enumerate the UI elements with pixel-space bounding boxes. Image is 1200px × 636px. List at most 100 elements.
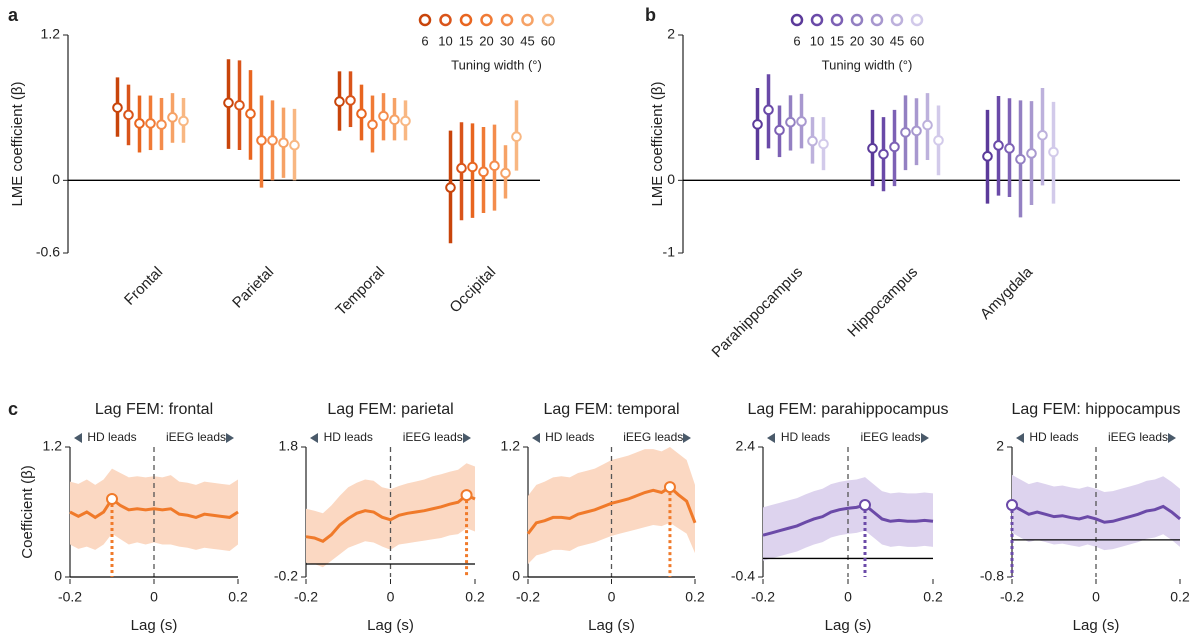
chart-title: Lag FEM: temporal <box>543 401 679 418</box>
legend-swatch <box>439 13 452 27</box>
legend-title: Tuning width (°) <box>822 57 913 72</box>
x-tick-label: 0.2 <box>923 589 943 605</box>
legend-label: 45 <box>890 33 904 48</box>
y-tick-label: 0 <box>54 568 62 584</box>
legend-label: 10 <box>810 33 824 48</box>
point <box>356 108 367 120</box>
x-axis-label: Lag (s) <box>588 617 635 634</box>
y-tick-label: 0 <box>52 171 60 187</box>
point <box>993 140 1004 151</box>
point <box>982 151 993 162</box>
y-tick-label: -0.2 <box>274 568 298 584</box>
point <box>933 135 944 146</box>
point <box>334 96 345 107</box>
annotation: iEEG leads <box>1108 430 1168 444</box>
legend-swatch <box>910 13 924 27</box>
legend-swatch <box>521 13 534 27</box>
x-tick-label: 0 <box>844 589 852 605</box>
point <box>922 119 933 131</box>
chart-title: Lag FEM: parahippocampus <box>748 401 949 418</box>
line <box>305 493 476 543</box>
legend-label: 6 <box>793 33 800 48</box>
x-tick-label: Temporal <box>332 264 388 320</box>
legend-title: Tuning width (°) <box>451 57 542 72</box>
x-tick-label: 0.2 <box>685 589 705 605</box>
legend-swatch <box>500 13 514 27</box>
legend-swatch <box>830 13 844 27</box>
arrow-head <box>226 433 234 443</box>
point <box>156 119 167 130</box>
arrow-head <box>1016 433 1024 443</box>
peak-marker <box>859 499 871 512</box>
confidence-band <box>763 477 933 561</box>
point <box>878 148 889 160</box>
legend-swatch <box>418 13 432 27</box>
legend-label: 15 <box>459 33 473 48</box>
legend-swatch <box>890 13 904 27</box>
arrow-head <box>310 433 318 443</box>
x-tick-label: 0.2 <box>465 589 485 605</box>
peak-marker <box>1006 499 1018 512</box>
point <box>234 99 245 111</box>
point <box>167 112 178 123</box>
annotation: iEEG leads <box>860 430 920 444</box>
x-tick-label: Occipital <box>446 264 499 317</box>
point <box>807 135 818 147</box>
annotation: HD leads <box>87 430 136 444</box>
legend-label: 6 <box>421 33 428 48</box>
point <box>1048 146 1059 158</box>
legend-label: 15 <box>830 33 844 48</box>
point <box>1004 143 1015 154</box>
legend-label: 30 <box>500 33 514 48</box>
point <box>889 141 900 153</box>
legend-label: 60 <box>910 33 924 48</box>
arrow-head <box>74 433 82 443</box>
point <box>867 143 878 154</box>
x-tick-label: Amygdala <box>977 263 1037 323</box>
annotation: HD leads <box>324 430 373 444</box>
x-tick-label: 0 <box>608 589 616 605</box>
arrow-head <box>921 433 929 443</box>
annotation: iEEG leads <box>623 430 683 444</box>
point <box>145 118 156 129</box>
point <box>223 97 234 109</box>
legend-label: 20 <box>850 33 864 48</box>
annotation: HD leads <box>781 430 830 444</box>
x-axis-label: Lag (s) <box>131 617 178 634</box>
annotation: HD leads <box>545 430 594 444</box>
point <box>367 119 378 130</box>
point <box>818 138 829 150</box>
point <box>1037 129 1048 141</box>
x-tick-label: 0 <box>387 589 395 605</box>
point <box>456 162 467 174</box>
x-tick-label: Frontal <box>121 264 166 309</box>
point <box>278 137 289 149</box>
point <box>123 109 134 121</box>
peak-marker <box>106 493 118 505</box>
chart-title: Lag FEM: hippocampus <box>1012 401 1181 418</box>
y-axis-label: Coefficient (β) <box>19 465 36 558</box>
arrow-head <box>532 433 540 443</box>
y-tick-label: 1.2 <box>43 438 63 454</box>
point <box>774 124 785 136</box>
point <box>1026 148 1037 159</box>
point <box>245 108 256 120</box>
legend-swatch <box>810 13 824 27</box>
legend-label: 60 <box>541 33 555 48</box>
point <box>1015 153 1026 165</box>
legend-label: 45 <box>520 33 534 48</box>
point <box>345 95 356 106</box>
legend-label: 10 <box>438 33 452 48</box>
legend-label: 20 <box>479 33 493 48</box>
point <box>178 115 189 127</box>
point <box>489 160 500 172</box>
y-tick-label: 2.4 <box>736 438 756 454</box>
x-tick-label: -0.2 <box>1000 589 1024 605</box>
panel-letter: a <box>8 5 19 25</box>
panel-letter: c <box>8 399 18 419</box>
legend-swatch <box>790 13 804 27</box>
arrow-head <box>767 433 775 443</box>
x-tick-label: Parahippocampus <box>709 264 807 362</box>
point <box>389 114 400 126</box>
point <box>900 127 911 138</box>
